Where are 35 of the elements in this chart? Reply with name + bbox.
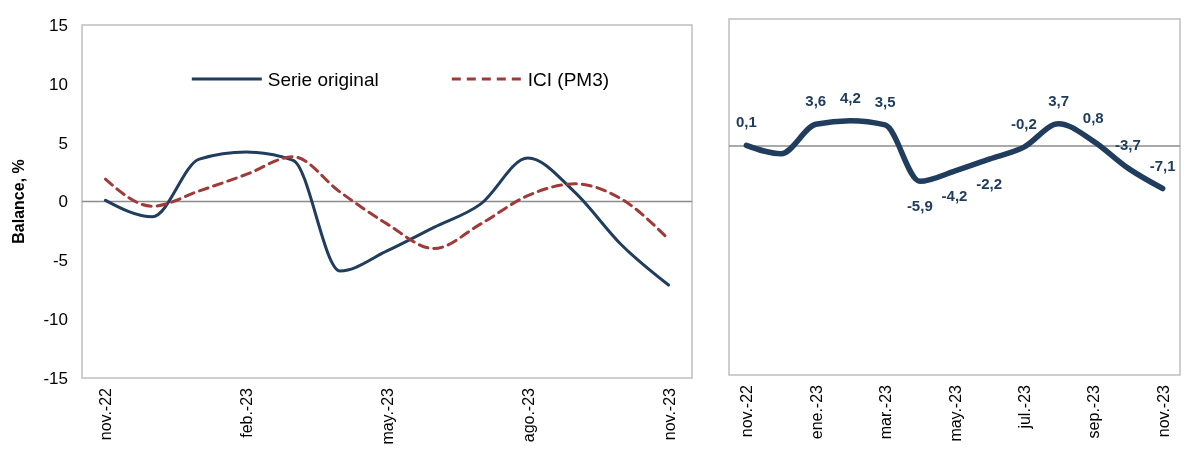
y-tick-label: 15 xyxy=(49,15,68,35)
y-tick-label: 0 xyxy=(58,192,68,212)
data-label: -7,1 xyxy=(1149,156,1176,174)
x-tick-label: nov.-23 xyxy=(1154,384,1172,438)
data-label: -3,7 xyxy=(1115,136,1141,154)
y-tick-label: -10 xyxy=(43,310,68,330)
x-tick-label: nov.-22 xyxy=(738,384,756,438)
data-label: -4,2 xyxy=(941,187,968,205)
data-label: -5,9 xyxy=(906,197,933,215)
y-tick-label: -15 xyxy=(43,368,68,388)
y-axis-title: Balance, % xyxy=(10,159,27,244)
data-label: 0,8 xyxy=(1082,109,1104,127)
y-tick-label: 10 xyxy=(49,74,68,94)
x-tick-label: nov.-23 xyxy=(660,387,678,441)
legend-label: ICI (PM3) xyxy=(527,68,610,90)
x-tick-label: may.-23 xyxy=(946,384,964,442)
data-label: 4,2 xyxy=(839,88,861,106)
data-label: 3,7 xyxy=(1048,91,1070,109)
x-tick-label: ago.-23 xyxy=(519,387,537,443)
legend-label: Serie original xyxy=(267,68,379,90)
y-tick-label: -5 xyxy=(52,251,68,271)
x-tick-label: jul.-23 xyxy=(1015,384,1033,430)
x-tick-label: nov.-22 xyxy=(97,387,115,441)
x-tick-label: mar.-23 xyxy=(877,384,895,440)
data-label: 0,1 xyxy=(735,113,757,131)
data-label: 3,6 xyxy=(805,92,827,110)
data-label: -2,2 xyxy=(976,175,1003,193)
y-tick-label: 5 xyxy=(58,133,68,153)
data-label: 3,5 xyxy=(874,92,896,110)
x-tick-label: sep.-23 xyxy=(1085,384,1103,439)
line-series xyxy=(103,150,671,287)
x-tick-label: feb.-23 xyxy=(238,387,256,438)
x-tick-label: ene.-23 xyxy=(807,384,825,440)
data-label: -0,2 xyxy=(1010,115,1037,133)
x-tick-label: may.-23 xyxy=(379,387,396,445)
